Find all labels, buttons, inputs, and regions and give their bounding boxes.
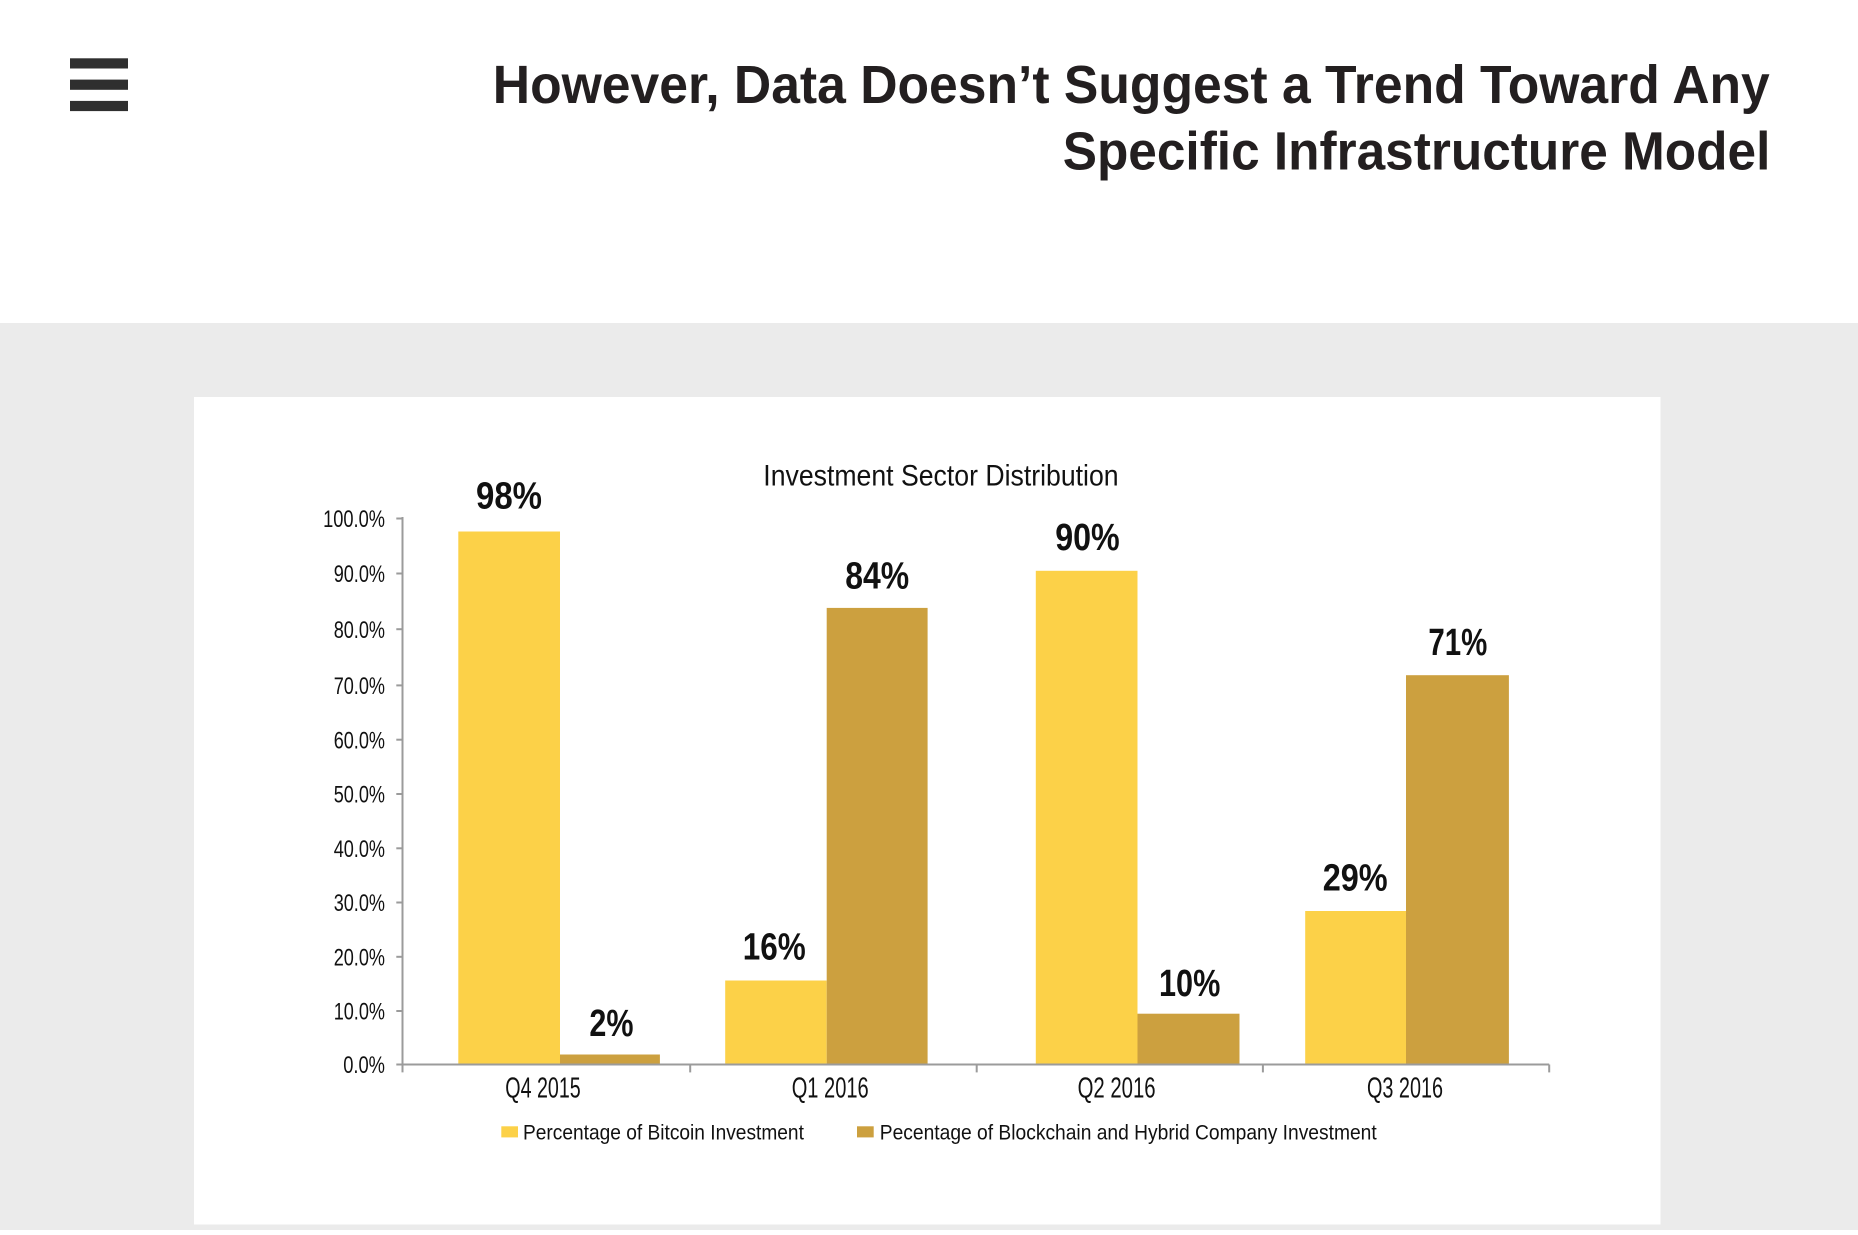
svg-text:40.0%: 40.0% xyxy=(334,836,385,863)
svg-text:0.0%: 0.0% xyxy=(343,1052,385,1079)
svg-text:Specific Infrastructure Model: Specific Infrastructure Model xyxy=(1063,123,1771,182)
svg-text:29%: 29% xyxy=(1323,858,1388,900)
svg-text:Percentage of Bitcoin Investme: Percentage of Bitcoin Investment xyxy=(523,1121,804,1144)
svg-text:10%: 10% xyxy=(1159,963,1220,1005)
svg-text:90%: 90% xyxy=(1055,517,1120,559)
svg-text:50.0%: 50.0% xyxy=(334,782,385,809)
svg-text:90.0%: 90.0% xyxy=(334,561,385,588)
svg-text:100.0%: 100.0% xyxy=(323,506,385,533)
svg-text:20.0%: 20.0% xyxy=(334,944,385,971)
svg-text:Investment Sector Distribution: Investment Sector Distribution xyxy=(763,460,1118,493)
svg-text:10.0%: 10.0% xyxy=(334,999,385,1026)
svg-text:70.0%: 70.0% xyxy=(334,673,385,700)
svg-text:60.0%: 60.0% xyxy=(334,727,385,754)
svg-text:Pecentage of Blockchain and Hy: Pecentage of Blockchain and Hybrid Compa… xyxy=(880,1121,1377,1144)
svg-text:98%: 98% xyxy=(476,476,542,518)
svg-text:Q1 2016: Q1 2016 xyxy=(792,1073,869,1105)
svg-text:Q3 2016: Q3 2016 xyxy=(1367,1073,1443,1105)
svg-text:84%: 84% xyxy=(845,556,909,598)
svg-text:71%: 71% xyxy=(1428,622,1487,664)
svg-text:80.0%: 80.0% xyxy=(334,617,385,644)
svg-text:2%: 2% xyxy=(589,1003,633,1045)
svg-text:Q4 2015: Q4 2015 xyxy=(505,1073,580,1105)
svg-text:16%: 16% xyxy=(743,927,806,969)
svg-text:30.0%: 30.0% xyxy=(334,890,385,917)
svg-text:However, Data Doesn’t Suggest: However, Data Doesn’t Suggest a Trend To… xyxy=(493,56,1770,115)
svg-text:Q2 2016: Q2 2016 xyxy=(1078,1073,1156,1105)
